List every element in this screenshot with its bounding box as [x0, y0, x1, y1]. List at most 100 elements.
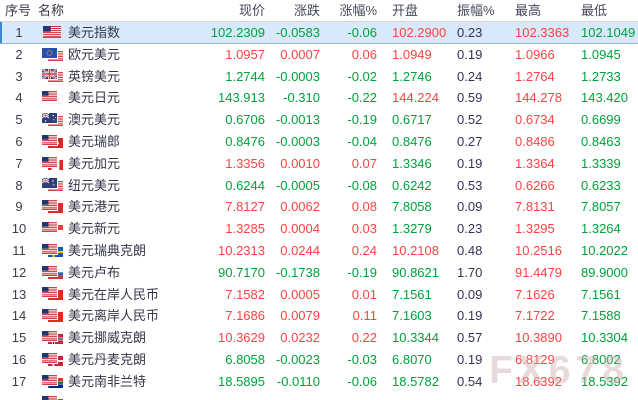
- table-row[interactable]: 9 美元港元 7.8127 0.0062 0.08 7.8058 0.09 7.8131 7.8…: [0, 196, 638, 218]
- cell-change_pct: -0.03: [347, 351, 377, 367]
- cell-low: 6.8002: [581, 351, 621, 367]
- cell-change: 0.0079: [280, 308, 320, 324]
- cell-open: 144.224: [392, 90, 439, 106]
- pair-name: 美元指数: [68, 24, 121, 40]
- cell-low: 102.1049: [581, 24, 636, 40]
- cell-price: 6.8058: [225, 351, 265, 367]
- cell-seq: 11: [12, 242, 26, 258]
- cell-seq: 15: [11, 330, 27, 346]
- table-row[interactable]: 6 美元瑞郎 0.8476 -0.0003 -0.04 0.8476 0.27 0.8486 0…: [0, 131, 638, 153]
- table-row[interactable]: 15 美元挪威克朗 10.3629 0.0232 0.22 10.3344 0.57 10.3…: [0, 327, 638, 349]
- pair-name: 美元瑞典克朗: [68, 242, 147, 258]
- cell-amplitude_pct: 0.19: [457, 308, 483, 324]
- cell-change_pct: -0.08: [347, 177, 377, 193]
- cell-change_pct: -0.19: [347, 264, 377, 280]
- table-row[interactable]: 12 美元卢布 90.7170 -0.1738 -0.19 90.8621 1.70 91.4…: [0, 262, 638, 284]
- cell-amplitude_pct: 0.09: [457, 286, 483, 302]
- table-row[interactable]: 13 美元在岸人民币 7.1582 0.0005 0.01 7.1561 0.09 7.162…: [0, 284, 638, 306]
- cell-amplitude_pct: 0.27: [457, 133, 483, 149]
- column-header-change[interactable]: 涨跌: [293, 2, 320, 18]
- column-header-open[interactable]: 开盘: [392, 2, 419, 18]
- pair-name: 纽元美元: [68, 177, 121, 193]
- pair-flags: [42, 287, 64, 301]
- cell-change: 0.0062: [280, 199, 320, 215]
- table-row[interactable]: 2 欧元美元 1.0957 0.0007 0.06 1.0949 0.19 1.0966 1.0…: [0, 44, 638, 66]
- pair-flags: [42, 352, 64, 367]
- cell-low: 10.3304: [581, 330, 628, 346]
- pair-flags: [42, 374, 64, 389]
- pair-name: 英镑美元: [68, 68, 121, 84]
- column-header-low[interactable]: 最低: [581, 2, 608, 18]
- table-row[interactable]: 11 美元瑞典克朗 10.2313 0.0244 0.24 10.2108 0.48 10.2…: [0, 240, 638, 262]
- cell-high: 1.3295: [515, 221, 555, 237]
- cell-open: 10.3344: [392, 330, 439, 346]
- table-row[interactable]: 14 美元离岸人民币 7.1686 0.0079 0.11 7.1603 0.19 7.172…: [0, 305, 638, 327]
- cell-change_pct: 0.06: [351, 46, 377, 62]
- cell-high: 1.3364: [515, 155, 555, 171]
- cell-open: 7.8058: [392, 199, 432, 215]
- cell-name: 美元港元: [38, 196, 190, 218]
- table-row[interactable]: 16 美元丹麦克朗 6.8058 -0.0023 -0.03 6.8070 0.19 6.81…: [0, 349, 638, 371]
- cell-amplitude_pct: 0.24: [457, 68, 483, 84]
- pair-flags: [42, 331, 64, 345]
- pair-name: 澳元美元: [68, 112, 121, 128]
- table-row[interactable]: 17 美元南非兰特 18.5895 -0.0110 -0.06 18.5782 0.54 18…: [0, 371, 638, 393]
- table-row[interactable]: 7 美元加元 1.3356 0.0010 0.07 1.3346 0.19 1.3364 1.3…: [0, 153, 638, 175]
- cell-amplitude_pct: 0.59: [457, 90, 483, 106]
- cell-amplitude_pct: 1.70: [457, 264, 483, 280]
- cell-change_pct: -0.04: [347, 133, 377, 149]
- cell-name: 美元指数: [38, 22, 190, 44]
- cell-low: 10.2022: [581, 242, 628, 258]
- cell-change_pct: -0.06: [347, 24, 377, 40]
- cell-low: 0.6699: [581, 112, 621, 128]
- cell-seq: 14: [11, 308, 27, 324]
- pair-name: 美元离岸人民币: [68, 308, 160, 324]
- cell-change_pct: 0.01: [351, 286, 377, 302]
- column-header-amplitude_pct[interactable]: 振幅%: [457, 2, 495, 18]
- pair-flags: [42, 396, 64, 400]
- pair-name: 美元港元: [68, 199, 121, 215]
- column-header-change_pct[interactable]: 涨幅%: [339, 2, 377, 18]
- cell-change: -0.0583: [275, 24, 320, 40]
- column-header-high[interactable]: 最高: [515, 2, 542, 18]
- table-row[interactable]: 3 英镑美元 1.2744 -0.0003 -0.02 1.2746 0.24 1.2764 1…: [0, 66, 638, 88]
- pair-name: 美元卢布: [68, 264, 121, 280]
- pair-name: 美元加元: [68, 155, 121, 171]
- cell-price: 1.3356: [225, 155, 265, 171]
- pair-flags: [42, 113, 64, 127]
- cell-high: 0.8486: [515, 133, 555, 149]
- cell-change_pct: 0.07: [351, 155, 377, 171]
- cell-low: 89.9000: [581, 264, 628, 280]
- cell-amplitude_pct: 0.53: [457, 177, 483, 193]
- cell-price: 10.3629: [218, 330, 265, 346]
- cell-name: 美元南非兰特: [38, 371, 190, 393]
- column-header-price[interactable]: 现价: [238, 2, 265, 18]
- cell-low: 1.2733: [581, 68, 621, 84]
- cell-open: 1.3279: [392, 221, 432, 237]
- cell-name: 美元卢布: [38, 262, 190, 284]
- table-row[interactable]: [0, 393, 638, 400]
- pair-name: 美元日元: [68, 90, 121, 106]
- cell-amplitude_pct: 0.57: [457, 330, 483, 346]
- cell-change_pct: 0.03: [351, 221, 377, 237]
- column-header-name[interactable]: 名称: [38, 2, 65, 18]
- cell-price: 143.913: [218, 90, 265, 106]
- cell-amplitude_pct: 0.19: [457, 351, 483, 367]
- cell-seq: 9: [15, 199, 23, 215]
- cell-name: 欧元美元: [38, 44, 190, 66]
- table-row[interactable]: 5 澳元美元 0.6706 -0.0013 -0.19 0.6717 0.52 0.6734 0…: [0, 109, 638, 131]
- cell-open: 0.6242: [392, 177, 432, 193]
- cell-price: 0.6244: [225, 177, 265, 193]
- cell-amplitude_pct: 0.54: [457, 373, 483, 389]
- table-row[interactable]: 1 美元指数 102.2309 -0.0583 -0.06 102.2900 0.23 102…: [0, 22, 638, 44]
- table-row[interactable]: 4 美元日元 143.913 -0.310 -0.22 144.224 0.59 144.27…: [0, 87, 638, 109]
- cell-open: 90.8621: [392, 264, 439, 280]
- cell-name: 纽元美元: [38, 175, 190, 197]
- cell-low: 143.420: [581, 90, 628, 106]
- cell-open: 1.3346: [392, 155, 432, 171]
- table-row[interactable]: 10 美元新元 1.3285 0.0004 0.03 1.3279 0.23 1.3295 1.…: [0, 218, 638, 240]
- cell-high: 10.3890: [515, 330, 562, 346]
- table-row[interactable]: 8 纽元美元 0.6244 -0.0005 -0.08 0.6242 0.53 0.6266 0…: [0, 175, 638, 197]
- cell-seq: 6: [15, 133, 23, 149]
- column-header-seq[interactable]: 序号: [5, 2, 32, 18]
